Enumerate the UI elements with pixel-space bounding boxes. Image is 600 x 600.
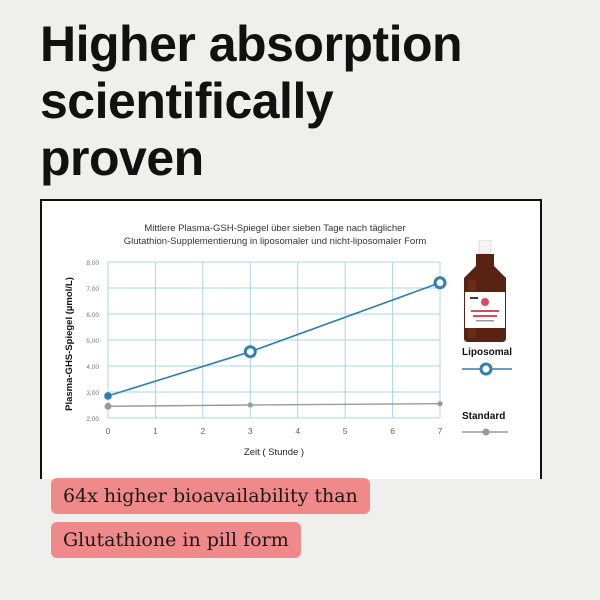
liposomal-glutathione-bottle-icon: [464, 240, 506, 342]
y-tick-label: 2,00: [86, 416, 99, 423]
series-line-standard: [107, 403, 441, 407]
y-tick-label: 6,00: [86, 312, 99, 319]
y-tick-label: 3,00: [86, 390, 99, 397]
series-line-liposomal: [107, 282, 441, 397]
x-tick-label: 7: [438, 426, 443, 436]
legend-standard-marker: [462, 428, 508, 436]
callout-bioavailability: 64x higher bioavailability than: [51, 478, 370, 514]
legend-liposomal-marker: [462, 362, 512, 376]
headline-line-2: scientifically: [40, 73, 334, 129]
y-axis-label: Plasma-GHS-Spiegel (µmol/L): [64, 277, 75, 411]
x-tick-label: 1: [153, 426, 158, 436]
x-tick-label: 6: [390, 426, 395, 436]
y-tick-label: 7,00: [86, 286, 99, 293]
headline-line-1: Higher absorption: [40, 16, 463, 72]
x-tick-label: 5: [343, 426, 348, 436]
x-axis-label: Zeit ( Stunde ): [244, 447, 304, 458]
headline: Higher absorption scientifically proven: [40, 16, 580, 187]
y-tick-label: 4,00: [86, 364, 99, 371]
callout-pill-form: Glutathione in pill form: [51, 522, 301, 558]
absorption-chart: Mittlere Plasma-GSH-Spiegel über sieben …: [64, 223, 512, 458]
data-point-liposomal: [104, 392, 112, 400]
chart-title-line-2: Glutathion-Supplementierung in liposomal…: [124, 236, 427, 247]
x-tick-label: 0: [106, 426, 111, 436]
data-point-standard: [247, 402, 253, 408]
legend-liposomal-label: Liposomal: [462, 347, 513, 358]
data-point-standard: [437, 401, 443, 407]
chart-card: Mittlere Plasma-GSH-Spiegel über sieben …: [40, 199, 542, 479]
y-tick-label: 5,00: [86, 338, 99, 345]
legend-standard-label: Standard: [462, 411, 506, 422]
x-tick-label: 4: [295, 426, 300, 436]
chart-title-line-1: Mittlere Plasma-GSH-Spiegel über sieben …: [144, 223, 405, 234]
x-tick-label: 2: [200, 426, 205, 436]
data-point-liposomal: [243, 345, 257, 359]
y-tick-label: 8,00: [86, 260, 99, 267]
x-tick-label: 3: [248, 426, 253, 436]
headline-line-3: proven: [40, 130, 204, 186]
data-point-liposomal: [433, 276, 447, 290]
data-point-standard: [104, 402, 112, 410]
